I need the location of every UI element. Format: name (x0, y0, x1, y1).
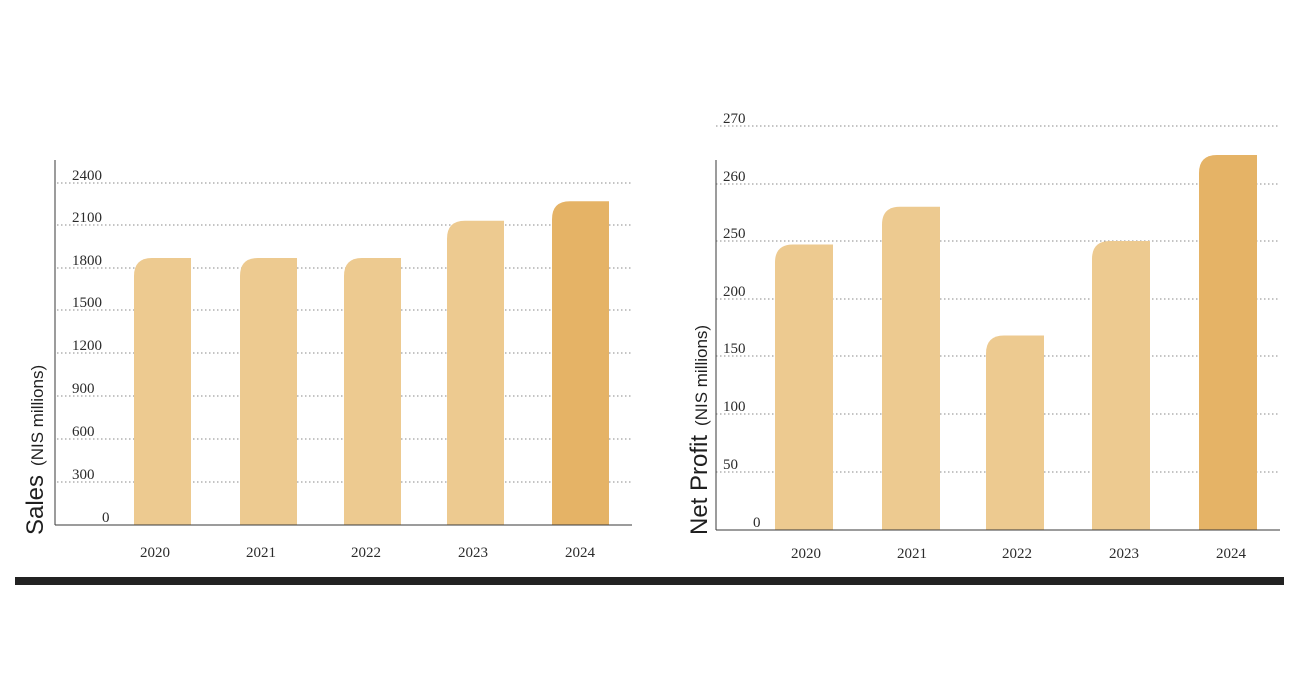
sales-bar-2021 (240, 257, 297, 525)
sales-x-tick-label: 2024 (565, 545, 596, 561)
sales-y-tick-label: 1500 (72, 295, 102, 311)
sales-y-tick-label: 2100 (72, 210, 102, 226)
net-profit-bar-2023 (1092, 241, 1150, 530)
sales-bar-2020 (134, 257, 191, 525)
sales-y-tick-label: 0 (102, 510, 110, 526)
net-profit-y-axis-label: Net Profit (NIS millions) (686, 325, 713, 535)
net-profit-y-tick-label: 50 (723, 457, 738, 473)
net-profit-y-tick-label: 150 (723, 341, 746, 357)
sales-y-tick-label: 900 (72, 381, 95, 397)
net-profit-y-tick-label: 0 (753, 515, 761, 531)
net-profit-bar-2020 (775, 244, 833, 531)
sales-bar-2024 (552, 201, 609, 525)
sales-y-tick-label: 600 (72, 424, 95, 440)
sales-y-tick-label: 2400 (72, 168, 102, 184)
net-profit-y-tick-label: 250 (723, 226, 746, 242)
sales-x-tick-label: 2021 (246, 545, 276, 561)
net-profit-bars (775, 155, 1257, 531)
bottom-divider (15, 577, 1284, 585)
sales-y-tick-label: 1800 (72, 253, 102, 269)
net-profit-x-ticks: 2020 2021 2022 2023 2024 (791, 546, 1247, 562)
sales-x-tick-label: 2023 (458, 545, 488, 561)
net-profit-x-tick-label: 2020 (791, 546, 821, 562)
sales-x-tick-label: 2022 (351, 545, 381, 561)
net-profit-bar-2021 (882, 206, 940, 531)
sales-y-tick-label: 1200 (72, 338, 102, 354)
net-profit-x-tick-label: 2021 (897, 546, 927, 562)
net-profit-y-tick-label: 200 (723, 284, 746, 300)
net-profit-y-tick-label: 270 (723, 111, 746, 127)
net-profit-x-tick-label: 2023 (1109, 546, 1139, 562)
sales-x-tick-label: 2020 (140, 545, 170, 561)
net-profit-y-tick-label: 100 (723, 399, 746, 415)
net-profit-y-tick-label: 260 (723, 169, 746, 185)
sales-y-tick-label: 300 (72, 467, 95, 483)
net-profit-x-tick-label: 2024 (1216, 546, 1247, 562)
sales-y-axis-label: Sales (NIS millions) (22, 365, 49, 535)
sales-bar-2023 (447, 220, 504, 526)
net-profit-bar-2022 (986, 335, 1044, 530)
net-profit-y-ticks: 0 50 100 150 200 250 260 270 (723, 111, 761, 531)
net-profit-x-tick-label: 2022 (1002, 546, 1032, 562)
sales-bars (134, 201, 609, 526)
sales-y-ticks: 0 300 600 900 1200 1500 1800 2100 2400 (72, 168, 110, 526)
sales-x-ticks: 2020 2021 2022 2023 2024 (140, 545, 596, 561)
net-profit-bar-2024 (1199, 155, 1257, 530)
sales-bar-2022 (344, 257, 401, 525)
